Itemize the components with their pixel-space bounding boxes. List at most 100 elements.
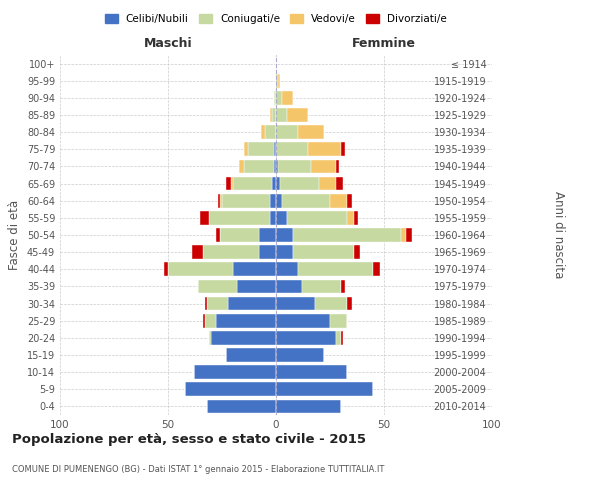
Bar <box>237 280 276 293</box>
Text: Popolazione per età, sesso e stato civile - 2015: Popolazione per età, sesso e stato civil… <box>12 432 366 446</box>
Bar <box>261 126 265 139</box>
Bar <box>298 126 323 139</box>
Bar <box>276 366 347 379</box>
Bar <box>205 296 207 310</box>
Bar <box>168 262 233 276</box>
Bar <box>229 296 276 310</box>
Bar <box>276 126 298 139</box>
Bar <box>233 176 272 190</box>
Bar <box>200 211 209 224</box>
Bar <box>259 246 276 259</box>
Bar <box>293 228 401 242</box>
Bar <box>276 262 298 276</box>
Text: Maschi: Maschi <box>143 37 193 50</box>
Bar <box>207 400 276 413</box>
Bar <box>272 176 276 190</box>
Bar <box>215 228 220 242</box>
Bar <box>220 194 222 207</box>
Bar <box>287 211 347 224</box>
Bar <box>276 74 278 88</box>
Bar <box>276 194 283 207</box>
Bar <box>308 142 341 156</box>
Bar <box>278 74 280 88</box>
Bar <box>311 160 337 173</box>
Bar <box>276 331 337 344</box>
Bar <box>406 228 412 242</box>
Bar <box>194 366 276 379</box>
Bar <box>269 194 276 207</box>
Bar <box>192 246 203 259</box>
Bar <box>207 296 229 310</box>
Bar <box>230 176 233 190</box>
Bar <box>265 126 276 139</box>
Bar <box>330 194 347 207</box>
Bar <box>244 142 248 156</box>
Bar <box>185 382 276 396</box>
Bar <box>276 314 330 328</box>
Bar <box>239 160 244 173</box>
Bar <box>341 280 345 293</box>
Bar <box>209 331 211 344</box>
Bar <box>347 211 354 224</box>
Bar <box>347 194 352 207</box>
Bar <box>269 211 276 224</box>
Bar <box>215 314 276 328</box>
Bar <box>276 160 278 173</box>
Bar <box>319 176 337 190</box>
Bar <box>298 262 373 276</box>
Bar <box>222 194 269 207</box>
Bar <box>347 296 352 310</box>
Bar <box>272 108 276 122</box>
Bar <box>401 228 406 242</box>
Bar <box>315 296 347 310</box>
Bar <box>278 160 311 173</box>
Bar <box>203 314 205 328</box>
Bar <box>276 142 308 156</box>
Bar <box>276 382 373 396</box>
Bar <box>337 176 343 190</box>
Bar <box>274 160 276 173</box>
Bar <box>330 314 347 328</box>
Bar <box>218 194 220 207</box>
Bar <box>226 176 230 190</box>
Bar <box>274 142 276 156</box>
Bar <box>337 160 338 173</box>
Bar <box>269 108 272 122</box>
Bar <box>373 262 380 276</box>
Bar <box>280 176 319 190</box>
Bar <box>276 348 323 362</box>
Bar <box>341 331 343 344</box>
Bar <box>248 142 274 156</box>
Bar <box>302 280 341 293</box>
Bar <box>354 211 358 224</box>
Bar <box>283 194 330 207</box>
Bar <box>244 160 274 173</box>
Y-axis label: Fasce di età: Fasce di età <box>8 200 21 270</box>
Bar <box>276 176 280 190</box>
Bar <box>276 91 283 104</box>
Bar <box>337 331 341 344</box>
Y-axis label: Anni di nascita: Anni di nascita <box>552 192 565 278</box>
Bar <box>205 314 215 328</box>
Legend: Celibi/Nubili, Coniugati/e, Vedovi/e, Divorziati/e: Celibi/Nubili, Coniugati/e, Vedovi/e, Di… <box>101 10 451 29</box>
Bar <box>341 142 345 156</box>
Bar <box>259 228 276 242</box>
Bar <box>276 400 341 413</box>
Bar <box>209 211 269 224</box>
Bar <box>233 262 276 276</box>
Bar <box>226 348 276 362</box>
Bar <box>276 296 315 310</box>
Bar <box>274 91 276 104</box>
Bar <box>276 211 287 224</box>
Bar <box>198 280 237 293</box>
Text: COMUNE DI PUMENENGO (BG) - Dati ISTAT 1° gennaio 2015 - Elaborazione TUTTITALIA.: COMUNE DI PUMENENGO (BG) - Dati ISTAT 1°… <box>12 466 385 474</box>
Bar <box>276 108 287 122</box>
Bar <box>211 331 276 344</box>
Bar <box>276 228 293 242</box>
Bar <box>276 280 302 293</box>
Bar <box>220 228 259 242</box>
Bar <box>354 246 360 259</box>
Bar <box>293 246 354 259</box>
Bar <box>283 91 293 104</box>
Bar <box>287 108 308 122</box>
